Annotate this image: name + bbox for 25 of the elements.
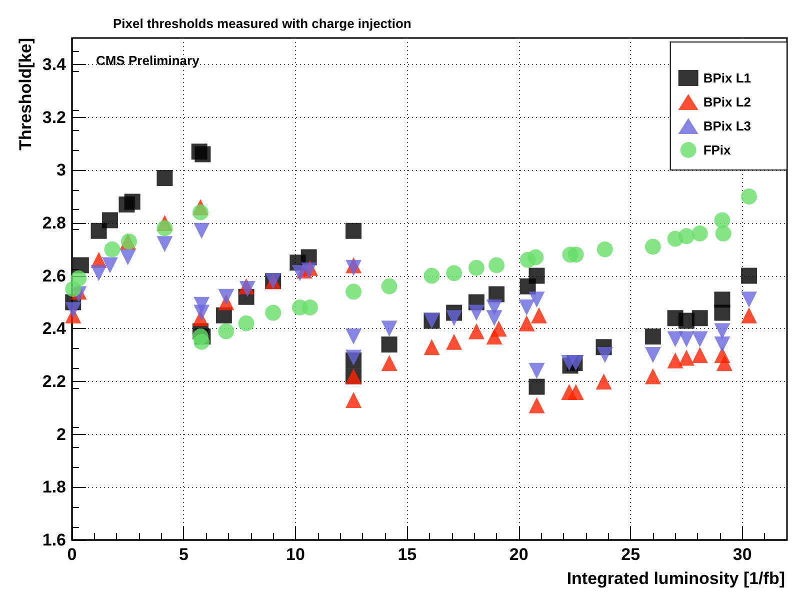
y-tick-label: 2.4 [42,319,67,338]
x-axis-title: Integrated luminosity [1/fb] [566,569,785,588]
x-tick-label: 0 [67,545,77,564]
x-tick-label: 30 [732,545,752,564]
annotation: CMS Preliminary [96,53,200,68]
y-tick-label: 2 [56,424,66,444]
legend-label: FPix [703,142,732,158]
legend-label: BPix L3 [703,118,752,134]
legend-label: BPix L1 [703,70,752,86]
y-tick-label: 2.6 [42,266,66,286]
y-tick-label: 3.2 [42,108,66,127]
x-tick-label: 5 [178,545,188,564]
y-tick-label: 3 [56,160,66,180]
x-tick-label: 20 [509,545,528,564]
chart-title: Pixel thresholds measured with charge injection [113,16,412,31]
y-tick-label: 1.6 [42,530,66,550]
y-tick-label: 2.2 [42,372,66,391]
y-axis-title: Threshold[ke] [16,38,35,150]
legend-label: BPix L2 [703,94,752,110]
y-tick-label: 3.4 [42,54,67,74]
y-tick-label: 2.8 [42,213,66,232]
x-tick-label: 25 [621,545,640,564]
x-tick-label: 10 [286,545,305,564]
x-tick-label: 15 [398,545,417,564]
y-tick-label: 1.8 [42,478,66,497]
